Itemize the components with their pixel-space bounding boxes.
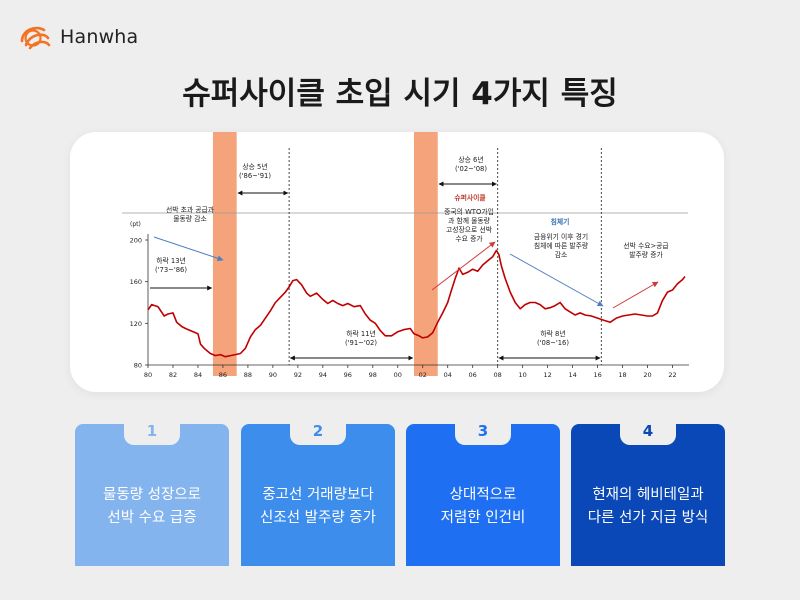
brand-logo: Hanwha xyxy=(18,22,138,52)
arrow-demand xyxy=(612,281,659,309)
x-tick-label: 16 xyxy=(593,371,601,379)
feature-text: 현재의 헤비테일과 다른 선가 지급 방식 xyxy=(577,484,719,530)
feature-number: 3 xyxy=(477,422,489,440)
y-tick-label: 200 xyxy=(130,237,142,245)
annotation-fall11: 하락 11년 ('91~'02) xyxy=(345,329,377,347)
feature-text: 상대적으로 저렴한 인건비 xyxy=(412,484,554,530)
brand-name: Hanwha xyxy=(60,26,139,48)
annotation-china-wto: 중국의 WTO가입 과 함께 물동량 고성장으로 선박 수요 증가 xyxy=(444,207,494,243)
x-tick-label: 06 xyxy=(469,371,477,379)
x-tick-label: 12 xyxy=(543,371,551,379)
x-tick-label: 88 xyxy=(244,371,252,379)
x-tick-label: 92 xyxy=(294,371,302,379)
x-tick-label: 94 xyxy=(319,371,327,379)
arrow-stagnation xyxy=(509,253,604,307)
feature-text: 물동량 성장으로 선박 수요 급증 xyxy=(81,484,223,530)
annotation-supercycle: 슈퍼사이클 xyxy=(454,193,486,202)
x-tick-label: 10 xyxy=(519,371,527,379)
x-tick-label: 22 xyxy=(668,371,676,379)
y-tick-label: 80 xyxy=(134,362,142,370)
annotation-fall13: 하락 13년 ('73~'86) xyxy=(155,256,187,274)
y-unit-label: (pt) xyxy=(130,221,141,228)
x-tick-label: 82 xyxy=(169,371,177,379)
x-tick-label: 20 xyxy=(643,371,651,379)
x-tick-label: 02 xyxy=(419,371,427,379)
annotation-fall8: 하락 8년 ('08~'16) xyxy=(537,329,569,347)
arrow-supercycle xyxy=(431,241,496,291)
x-tick-label: 14 xyxy=(568,371,576,379)
highlight-band-1986 xyxy=(212,132,237,376)
y-tick-label: 120 xyxy=(130,320,142,328)
feature-line-1: 중고선 거래량보다 xyxy=(262,487,374,503)
feature-line-1: 물동량 성장으로 xyxy=(103,487,201,503)
x-tick-label: 84 xyxy=(194,371,202,379)
feature-number: 4 xyxy=(642,422,654,440)
feature-card-3: 3 상대적으로 저렴한 인건비 xyxy=(406,422,560,566)
annotation-demand: 선박 수요>공급 발주량 증가 xyxy=(623,241,668,259)
card-tab xyxy=(620,423,676,445)
feature-number: 2 xyxy=(312,422,324,440)
x-tick-label: 04 xyxy=(444,371,452,379)
feature-text: 중고선 거래량보다 신조선 발주량 증가 xyxy=(247,484,389,530)
annotation-rise6: 상승 6년 ('02~'08) xyxy=(455,155,487,173)
card-tab xyxy=(290,423,346,445)
hanwha-logo-icon xyxy=(20,26,51,50)
x-tick-label: 98 xyxy=(369,371,377,379)
highlight-band-2002 xyxy=(414,132,438,376)
x-tick-label: 18 xyxy=(618,371,626,379)
x-tick-label: 08 xyxy=(494,371,502,379)
feature-line-1: 상대적으로 xyxy=(449,487,517,503)
x-tick-label: 90 xyxy=(269,371,277,379)
chart-card: (pt) 200 160 120 80 80 82 84 86 88 90 92 94 96 98 00 02 0… xyxy=(70,132,724,392)
feature-line-2: 선박 수요 급증 xyxy=(107,510,197,526)
feature-card-1: 1 물동량 성장으로 선박 수요 급증 xyxy=(75,422,229,566)
feature-line-2: 다른 선가 지급 방식 xyxy=(587,510,709,526)
series-line-1 xyxy=(147,249,686,358)
page-title: 슈퍼사이클 초입 시기 4가지 특징 xyxy=(182,76,618,112)
card-tab xyxy=(455,423,511,445)
arrow-oversupply xyxy=(153,236,224,262)
annotation-financial-crisis: 금융위기 이후 경기 침체에 따른 발주량 감소 xyxy=(534,232,589,259)
feature-cards: 1 물동량 성장으로 선박 수요 급증 2 중고선 거래량보다 신조선 발주량 … xyxy=(75,422,725,566)
x-tick-label: 86 xyxy=(219,371,227,379)
x-tick-label: 80 xyxy=(144,371,152,379)
annotation-stagnation: 침체기 xyxy=(551,217,570,226)
feature-line-2: 신조선 발주량 증가 xyxy=(260,510,376,526)
y-tick-label: 160 xyxy=(130,278,142,286)
feature-card-2: 2 중고선 거래량보다 신조선 발주량 증가 xyxy=(241,422,395,566)
feature-number: 1 xyxy=(146,422,158,440)
annotation-rise5: 상승 5년 ('86~'91) xyxy=(239,162,271,180)
feature-line-2: 저렴한 인건비 xyxy=(440,510,526,526)
annotation-oversupply: 선박 초과 공급과 물동량 감소 xyxy=(166,205,215,223)
card-tab xyxy=(124,423,180,445)
x-tick-label: 96 xyxy=(344,371,352,379)
feature-line-1: 현재의 헤비테일과 xyxy=(592,487,704,503)
feature-card-4: 4 현재의 헤비테일과 다른 선가 지급 방식 xyxy=(571,422,725,566)
x-tick-label: 00 xyxy=(394,371,402,379)
